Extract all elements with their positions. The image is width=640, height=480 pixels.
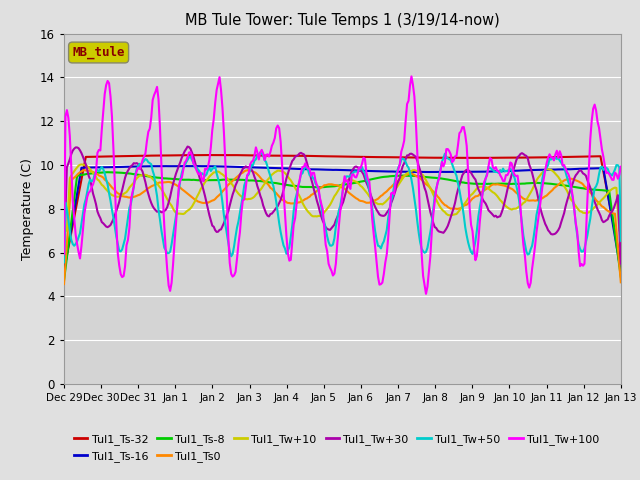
Tul1_Ts-8 [458, 180, 466, 185]
Line: Tul1_Ts-32: Tul1_Ts-32 [64, 155, 621, 271]
Tul1_Ts-32 [60, 268, 68, 274]
Tul1_Tw+100 [408, 73, 415, 79]
Tul1_Tw+10 [617, 228, 625, 234]
Tul1_Tw+10 [60, 228, 68, 234]
Tul1_Tw+30 [97, 216, 104, 221]
Tul1_Ts0 [541, 193, 549, 199]
Tul1_Tw+10 [348, 177, 356, 183]
Tul1_Tw+10 [614, 209, 621, 215]
Tul1_Ts-32 [209, 152, 216, 158]
Tul1_Ts0 [617, 279, 625, 285]
Tul1_Ts-16 [60, 269, 68, 275]
Tul1_Ts0 [79, 168, 87, 173]
Tul1_Tw+50 [79, 211, 87, 216]
Tul1_Tw+30 [458, 172, 466, 178]
Tul1_Ts-8 [60, 278, 68, 284]
Tul1_Tw+100 [460, 124, 468, 130]
Tul1_Ts0 [614, 245, 621, 251]
Tul1_Tw+30 [614, 192, 621, 198]
Tul1_Ts-16 [458, 169, 466, 175]
Tul1_Tw+50 [257, 150, 264, 156]
Tul1_Ts-32 [79, 169, 87, 175]
Tul1_Tw+10 [77, 162, 85, 168]
Y-axis label: Temperature (C): Temperature (C) [21, 158, 35, 260]
Tul1_Tw+10 [458, 204, 466, 209]
Tul1_Tw+100 [79, 228, 87, 233]
Tul1_Tw+50 [614, 162, 621, 168]
Tul1_Tw+30 [60, 254, 68, 260]
Tul1_Tw+50 [60, 259, 68, 265]
Tul1_Tw+30 [541, 221, 549, 227]
Title: MB Tule Tower: Tule Temps 1 (3/19/14-now): MB Tule Tower: Tule Temps 1 (3/19/14-now… [185, 13, 500, 28]
Tul1_Tw+100 [60, 251, 68, 257]
Tul1_Ts-32 [97, 154, 104, 159]
Line: Tul1_Ts-8: Tul1_Ts-8 [64, 172, 621, 281]
Tul1_Ts-32 [541, 155, 549, 160]
Tul1_Ts-32 [614, 244, 621, 250]
Tul1_Ts-16 [97, 164, 104, 170]
Tul1_Tw+100 [543, 160, 550, 166]
Tul1_Tw+30 [617, 261, 625, 266]
Tul1_Tw+100 [97, 147, 104, 153]
Text: MB_tule: MB_tule [72, 46, 125, 59]
Tul1_Tw+50 [348, 171, 356, 177]
Tul1_Ts-8 [617, 274, 625, 280]
Tul1_Ts-8 [614, 252, 621, 258]
Tul1_Ts-16 [617, 269, 625, 275]
Tul1_Ts-32 [617, 260, 625, 265]
Tul1_Tw+10 [98, 182, 106, 188]
Tul1_Tw+50 [541, 168, 549, 174]
Tul1_Tw+50 [617, 238, 625, 244]
Line: Tul1_Ts0: Tul1_Ts0 [64, 170, 621, 284]
Tul1_Ts-8 [348, 180, 356, 186]
Tul1_Tw+100 [422, 291, 430, 297]
Line: Tul1_Tw+100: Tul1_Tw+100 [64, 76, 621, 294]
Tul1_Ts-8 [541, 180, 549, 186]
Tul1_Ts-16 [79, 165, 87, 170]
Tul1_Tw+100 [616, 172, 623, 178]
Tul1_Ts0 [60, 281, 68, 287]
Tul1_Ts-16 [541, 167, 549, 173]
Line: Tul1_Tw+50: Tul1_Tw+50 [64, 153, 621, 262]
Tul1_Tw+50 [458, 203, 466, 209]
Tul1_Ts0 [97, 173, 104, 179]
Tul1_Ts-16 [614, 252, 621, 257]
Tul1_Tw+30 [184, 144, 191, 149]
Tul1_Ts-8 [97, 170, 104, 176]
Tul1_Tw+10 [541, 167, 549, 173]
Line: Tul1_Tw+10: Tul1_Tw+10 [64, 165, 621, 231]
Tul1_Tw+100 [617, 164, 625, 169]
Tul1_Ts-16 [348, 168, 356, 173]
Tul1_Ts-8 [79, 172, 87, 178]
Tul1_Ts-8 [104, 169, 111, 175]
Tul1_Ts-32 [348, 154, 356, 159]
Tul1_Ts0 [244, 167, 252, 173]
Tul1_Ts-16 [187, 163, 195, 169]
Line: Tul1_Ts-16: Tul1_Ts-16 [64, 166, 621, 272]
Legend: Tul1_Ts-32, Tul1_Ts-16, Tul1_Ts-8, Tul1_Ts0, Tul1_Tw+10, Tul1_Tw+30, Tul1_Tw+50,: Tul1_Ts-32, Tul1_Ts-16, Tul1_Ts-8, Tul1_… [70, 430, 604, 466]
Tul1_Tw+50 [97, 166, 104, 172]
Tul1_Tw+30 [79, 154, 87, 159]
Line: Tul1_Tw+30: Tul1_Tw+30 [64, 146, 621, 264]
Tul1_Ts-32 [458, 155, 466, 161]
Tul1_Ts0 [348, 192, 356, 198]
Tul1_Tw+30 [348, 168, 356, 174]
Tul1_Tw+10 [81, 162, 88, 168]
Tul1_Ts0 [458, 204, 466, 210]
Tul1_Tw+100 [346, 186, 354, 192]
